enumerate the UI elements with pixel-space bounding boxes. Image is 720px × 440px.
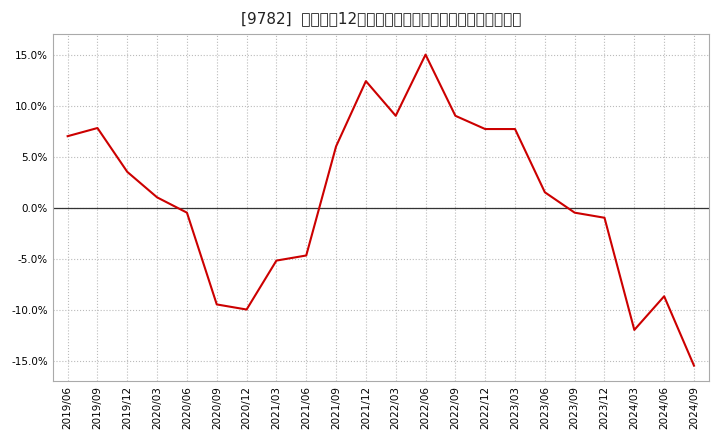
- Title: [9782]  売上高の12か月移動合計の対前年同期増減率の推移: [9782] 売上高の12か月移動合計の対前年同期増減率の推移: [240, 11, 521, 26]
